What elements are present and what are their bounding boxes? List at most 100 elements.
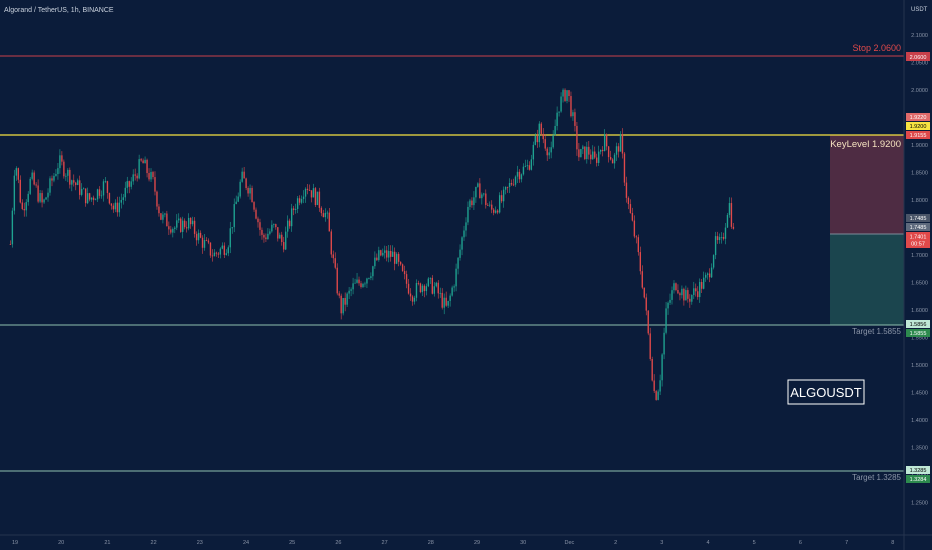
candle-down [308,190,311,191]
time-tick-label: 27 [382,540,388,546]
time-tick-label: 29 [474,540,480,546]
time-axis[interactable]: 19 20 21 22 23 24 25 26 27 28 29 30 Dec 2 3 4 5 6 7 8 [12,540,894,546]
candle-down [189,217,192,225]
candle-up [241,171,243,182]
candle-up [592,151,594,160]
candle-up [673,283,675,291]
svg-text:1.9155: 1.9155 [910,133,927,139]
candle-down [631,212,634,221]
candle-down [223,245,226,255]
candle-up [550,147,552,153]
candle-down [336,267,338,294]
candle-down [247,187,249,194]
candle-up [599,149,602,152]
candle-up [554,125,556,136]
time-tick-label: 20 [58,540,64,546]
currency-label: USDT [911,7,928,13]
candle-up [11,210,14,245]
candle-down [485,193,487,205]
candle-down [401,264,404,272]
watermark-text: ALGOUSDT [790,385,862,400]
risk-zone [830,135,904,234]
price-tick-label: 2.0000 [911,88,928,94]
candle-down [209,242,212,256]
candle-up [249,187,251,194]
candle-down [643,287,645,298]
candle-up [562,89,564,97]
price-tick-label: 2.0500 [911,61,928,67]
candle-down [306,188,309,191]
candle-up [370,276,372,279]
candle-down [358,279,360,284]
candle-down [199,232,202,238]
candle-up [362,283,364,287]
candle-down [417,283,420,284]
candle-down [637,237,640,253]
candle-down [310,190,313,198]
candle-down [512,184,515,186]
candle-up [467,206,469,223]
candle-down [625,182,628,198]
target-1-label: Target 1.5855 [852,327,901,336]
candle-up [356,279,358,283]
time-tick-label: 6 [799,540,802,546]
candle-down [251,187,253,203]
candle-down [154,177,156,192]
candle-down [275,224,277,228]
candle-down [629,204,632,213]
candle-down [471,200,473,206]
candle-up [433,286,435,294]
candle-down [322,213,325,218]
candle-up [671,290,673,300]
candle-up [443,297,445,308]
candle-down [542,133,544,140]
candle-down [259,222,261,230]
candle-up [144,159,146,164]
candle-down [23,208,25,211]
candle-up [237,196,239,202]
time-tick-label: 23 [197,540,203,546]
candle-up [53,175,55,181]
candle-up [726,214,729,228]
candle-up [150,172,152,180]
candle-down [687,290,689,299]
candle-up [413,297,416,302]
candle-up [55,174,57,176]
candle-up [191,220,194,225]
candle-down [399,261,402,265]
candle-down [9,244,12,245]
candle-down [708,273,711,278]
time-tick-label: 25 [289,540,295,546]
candle-up [502,189,505,202]
candle-down [697,291,699,298]
candle-down [98,189,101,196]
candle-down [411,296,414,302]
candle-down [88,193,91,200]
candle-down [588,146,590,155]
candle-down [193,220,196,234]
candle-down [257,218,259,223]
candle-down [578,149,580,158]
candle-up [126,181,128,188]
candle-down [584,146,586,160]
candle-up [395,253,398,264]
candle-down [675,283,677,291]
candle-up [481,194,483,199]
candle-up [685,290,687,301]
candle-down [510,182,513,185]
candle-up [566,90,568,101]
candle-down [320,207,323,214]
candle-up [203,240,206,248]
candle-down [546,148,548,156]
candle-down [170,229,172,233]
svg-text:1.3285: 1.3285 [910,468,927,474]
price-tick-label: 1.3500 [911,446,928,452]
target-2-label: Target 1.3285 [852,473,901,482]
candle-up [300,198,303,203]
price-tick-label: 1.5000 [911,363,928,369]
candle-down [730,203,733,227]
candle-down [677,290,679,294]
candle-up [104,181,107,182]
candle-down [568,90,570,97]
